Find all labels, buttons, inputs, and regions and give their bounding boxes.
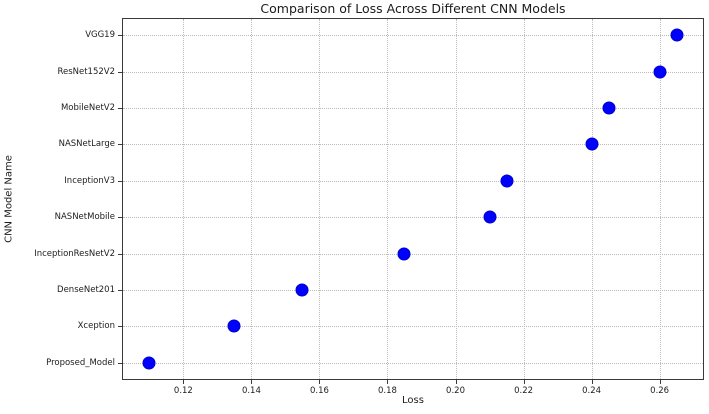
y-tick-label: Xception: [77, 321, 115, 332]
x-tick-mark: [251, 380, 253, 384]
scatter-point-densenet201: [295, 283, 309, 297]
y-tick-label: NASNetLarge: [58, 139, 115, 150]
y-tick-mark: [118, 144, 122, 146]
x-tick-label: 0.18: [378, 386, 397, 396]
y-tick-label: InceptionResNetV2: [34, 248, 115, 259]
chart-title: Comparison of Loss Across Different CNN …: [260, 1, 566, 16]
x-gridline: [387, 19, 389, 379]
scatter-point-inceptionv3: [500, 174, 514, 188]
x-gridline: [455, 19, 457, 379]
plot-area: 0.12 0.14 0.16 0.18 0.20 0.22 0.24 0.26 VGG19 Res…: [34, 18, 704, 396]
y-tick-label: VGG19: [85, 30, 115, 41]
y-tick-mark: [118, 180, 122, 182]
x-tick-label: 0.22: [514, 386, 534, 396]
x-axis-label: Loss: [402, 395, 424, 406]
x-tick-mark: [319, 380, 321, 384]
x-tick-label: 0.12: [173, 386, 193, 396]
scatter-point-nasnetmobile: [483, 210, 497, 224]
y-gridline: [123, 217, 703, 219]
scatter-point-mobilenetv2: [602, 101, 616, 115]
y-axis-label: CNN Model Name: [3, 155, 15, 243]
y-tick-label: ResNet152V2: [57, 66, 115, 77]
x-tick-label: 0.26: [650, 386, 670, 396]
x-tick-label: 0.20: [446, 386, 465, 396]
x-tick-label: 0.14: [241, 386, 261, 396]
y-tick-label: Proposed_Model: [46, 357, 115, 368]
y-gridline: [123, 144, 703, 146]
y-tick-mark: [118, 108, 122, 110]
y-gridline: [123, 326, 703, 328]
y-tick-mark: [118, 326, 122, 328]
y-tick-mark: [118, 289, 122, 291]
y-tick-label: DenseNet201: [57, 284, 115, 295]
x-tick-mark: [387, 380, 389, 384]
x-gridline: [319, 19, 321, 379]
y-gridline: [123, 71, 703, 73]
y-tick-mark: [118, 217, 122, 219]
x-gridline: [251, 19, 253, 379]
x-tick-mark: [183, 380, 185, 384]
scatter-point-vgg19: [670, 28, 684, 42]
x-gridline: [659, 19, 661, 379]
x-tick-mark: [523, 380, 525, 384]
scatter-point-proposed-model: [142, 356, 156, 370]
y-tick-label: InceptionV3: [64, 175, 115, 186]
scatter-point-resnet152v2: [653, 65, 667, 79]
y-gridline: [123, 253, 703, 255]
x-gridline: [523, 19, 525, 379]
y-gridline: [123, 108, 703, 110]
y-tick-mark: [118, 71, 122, 73]
y-tick-mark: [118, 362, 122, 364]
y-tick-mark: [118, 35, 122, 37]
y-gridline: [123, 180, 703, 182]
x-tick-label: 0.16: [309, 386, 329, 396]
x-gridline: [183, 19, 185, 379]
x-gridline: [591, 19, 593, 379]
y-gridline: [123, 362, 703, 364]
scatter-point-nasnetlarge: [585, 137, 599, 151]
y-gridline: [123, 35, 703, 37]
y-tick-mark: [118, 253, 122, 255]
y-tick-label: NASNetMobile: [54, 212, 115, 223]
scatter-point-xception: [227, 319, 241, 333]
scatter-point-inceptionresnetv2: [397, 247, 411, 261]
x-tick-mark: [455, 380, 457, 384]
y-gridline: [123, 289, 703, 291]
x-tick-mark: [591, 380, 593, 384]
y-tick-label: MobileNetV2: [60, 103, 115, 114]
x-tick-label: 0.24: [582, 386, 602, 396]
x-tick-mark: [659, 380, 661, 384]
